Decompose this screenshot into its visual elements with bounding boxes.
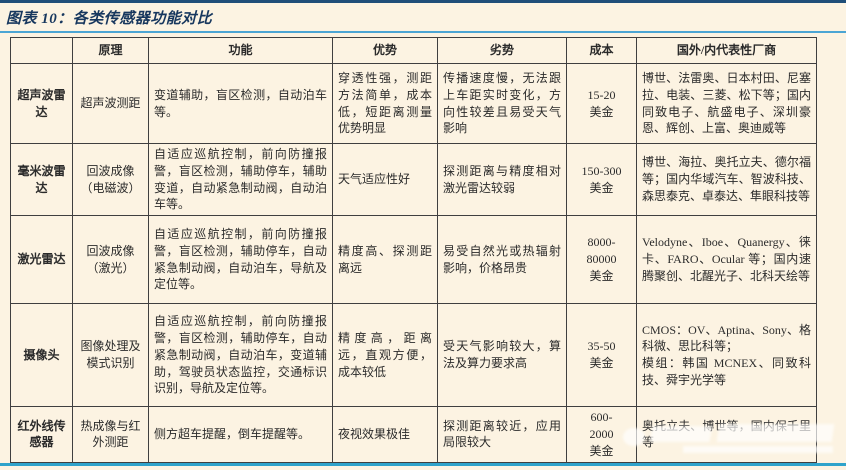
cell-cost: 150-300 美金 — [566, 142, 637, 217]
cell-advantage: 精度高、探测距离远 — [332, 215, 438, 305]
cell-sensor-name: 摄像头 — [10, 303, 73, 408]
cell-advantage: 精度高，距离远，直观方便，成本较低 — [332, 303, 438, 408]
table-row-lidar: 激光雷达 回波成像（激光） 自适应巡航控制，前向防撞报警，盲区检测，辅助停车，自… — [10, 215, 817, 305]
header-cell-cost: 成本 — [566, 37, 637, 64]
chart-title: 图表 10：各类传感器功能对比 — [6, 11, 213, 27]
cell-principle: 回波成像（激光） — [72, 215, 149, 305]
cell-principle: 超声波测距 — [72, 63, 149, 144]
cell-cost: 15-20 美金 — [566, 63, 637, 144]
cell-disadvantage: 探测距离较近，应用局限较大 — [437, 406, 567, 463]
cell-advantage: 夜视效果极佳 — [332, 406, 438, 463]
table-row-infrared-sensor: 红外线传感器 热成像与红外测距 侧方超车提醒，倒车提醒等。 夜视效果极佳 探测距… — [10, 406, 817, 463]
table-row-millimeter-wave-radar: 毫米波雷达 回波成像（电磁波） 自适应巡航控制，前向防撞报警，盲区检测，辅助停车… — [10, 142, 817, 217]
cell-function: 变道辅助，盲区检测，自动泊车等。 — [148, 63, 333, 144]
cell-manufacturers: Velodyne、Iboe、Quanergy、徕卡、FARO、Ocular 等；… — [636, 215, 817, 305]
cell-function: 自适应巡航控制，前向防撞报警，盲区检测，辅助停车，辅助变道，自动紧急制动阀，自动… — [148, 142, 333, 217]
table-row-camera: 摄像头 图像处理及模式识别 自适应巡航控制，前向防撞报警，盲区检测，辅助停车，自… — [10, 303, 817, 408]
title-underline — [0, 31, 846, 33]
table-row-ultrasonic-radar: 超声波雷达 超声波测距 变道辅助，盲区检测，自动泊车等。 穿透性强，测距方法简单… — [10, 63, 817, 144]
table-header-row: 原理 功能 优势 劣势 成本 国外/内代表性厂商 — [10, 37, 817, 64]
cell-principle: 热成像与红外测距 — [72, 406, 149, 463]
bottom-divider — [0, 462, 846, 466]
header-cell-principle: 原理 — [72, 37, 149, 64]
top-divider — [0, 0, 846, 3]
cell-cost: 8000- 80000 美金 — [566, 215, 637, 305]
cell-manufacturers: 奥托立夫、博世等，国内保千里等 — [636, 406, 817, 463]
cell-principle: 图像处理及模式识别 — [72, 303, 149, 408]
header-cell-manufacturers: 国外/内代表性厂商 — [636, 37, 817, 64]
cell-disadvantage: 探测距离与精度相对激光雷达较弱 — [437, 142, 567, 217]
cell-cost: 35-50 美金 — [566, 303, 637, 408]
cell-manufacturers: 博世、海拉、奥托立夫、德尔福等；国内华域汽车、智波科技、森思泰克、卓泰达、隼眼科… — [636, 142, 817, 217]
source-note: 来源：CSDN，一览众车，国金证券研究所 — [0, 466, 846, 470]
cell-advantage: 穿透性强，测距方法简单，成本低，短距离测量优势明显 — [332, 63, 438, 144]
cell-advantage: 天气适应性好 — [332, 142, 438, 217]
cell-sensor-name: 红外线传感器 — [10, 406, 73, 463]
cell-disadvantage: 易受自然光或热辐射影响，价格昂贵 — [437, 215, 567, 305]
cell-principle: 回波成像（电磁波） — [72, 142, 149, 217]
header-cell-advantage: 优势 — [332, 37, 438, 64]
cell-manufacturers: CMOS：OV、Aptina、Sony、格科微、思比科等； 模组：韩国 MCNE… — [636, 303, 817, 408]
cell-sensor-name: 激光雷达 — [10, 215, 73, 305]
cell-cost: 600- 2000 美金 — [566, 406, 637, 463]
cell-disadvantage: 受天气影响较大，算法及算力要求高 — [437, 303, 567, 408]
header-cell-disadvantage: 劣势 — [437, 37, 567, 64]
cell-function: 侧方超车提醒，倒车提醒等。 — [148, 406, 333, 463]
cell-function: 自适应巡航控制，前向防撞报警，盲区检测，辅助停车，自动紧急制动阀，自动泊车，导航… — [148, 215, 333, 305]
sensor-comparison-table: 原理 功能 优势 劣势 成本 国外/内代表性厂商 超声波雷达 超声波测距 变道辅… — [10, 37, 817, 463]
header-cell-function: 功能 — [148, 37, 333, 64]
cell-sensor-name: 毫米波雷达 — [10, 142, 73, 217]
cell-disadvantage: 传播速度慢，无法跟上车距实时变化，方向性较差且易受天气影响 — [437, 63, 567, 144]
cell-function: 自适应巡航控制，前向防撞报警，盲区检测，辅助停车，自动紧急制动阀，自动泊车，变道… — [148, 303, 333, 408]
cell-manufacturers: 博世、法雷奥、日本村田、尼塞拉、电装、三菱、松下等；国内同致电子、航盛电子、深圳… — [636, 63, 817, 144]
cell-sensor-name: 超声波雷达 — [10, 63, 73, 144]
header-cell-blank — [10, 37, 73, 64]
